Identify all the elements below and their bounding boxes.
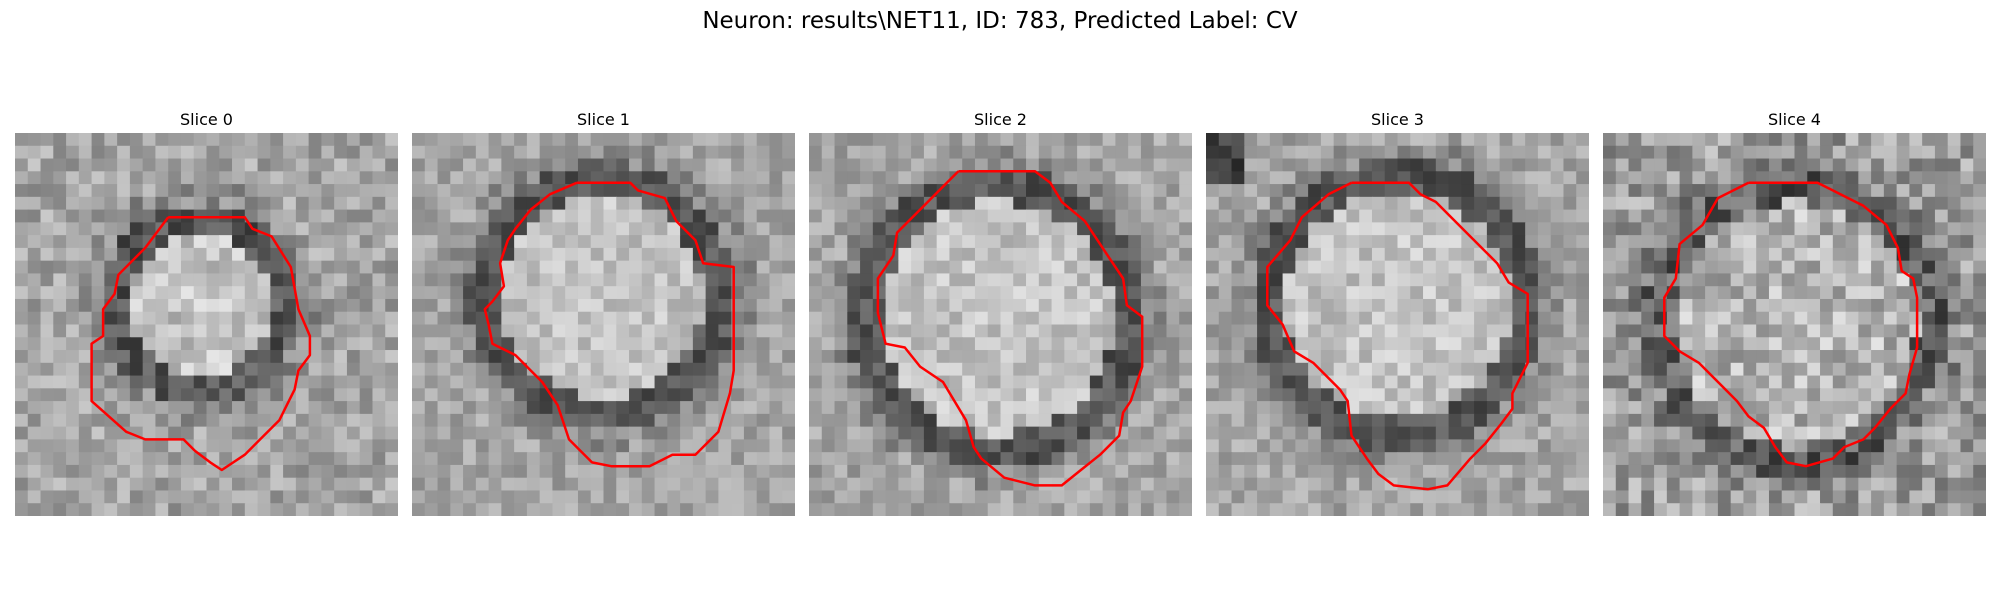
slice-heatmap: [15, 133, 398, 516]
slice-title: Slice 1: [577, 110, 630, 129]
slice-title: Slice 2: [974, 110, 1027, 129]
slice-title: Slice 3: [1371, 110, 1424, 129]
figure-title: Neuron: results\NET11, ID: 783, Predicte…: [702, 8, 1298, 34]
slice-panel-1: Slice 1: [412, 107, 795, 516]
slice-heatmap: [412, 133, 795, 516]
segmentation-contour: [1663, 181, 1919, 468]
slice-image: [15, 133, 398, 516]
segmentation-contour: [1266, 181, 1529, 491]
slice-panel-3: Slice 3: [1206, 107, 1589, 516]
slice-image: [1206, 133, 1589, 516]
slice-title: Slice 0: [180, 110, 233, 129]
slice-heatmap: [1206, 133, 1589, 516]
slice-panel-0: Slice 0: [15, 107, 398, 516]
slice-image: [1603, 133, 1986, 516]
slice-panel-2: Slice 2: [809, 107, 1192, 516]
slice-image: [809, 133, 1192, 516]
slice-panel-4: Slice 4: [1603, 107, 1986, 516]
slice-title: Slice 4: [1768, 110, 1821, 129]
slice-heatmap: [809, 133, 1192, 516]
slice-heatmap: [1603, 133, 1986, 516]
segmentation-contour: [483, 181, 735, 468]
segmentation-contour: [876, 170, 1144, 487]
slice-image: [412, 133, 795, 516]
segmentation-contour: [90, 216, 312, 472]
